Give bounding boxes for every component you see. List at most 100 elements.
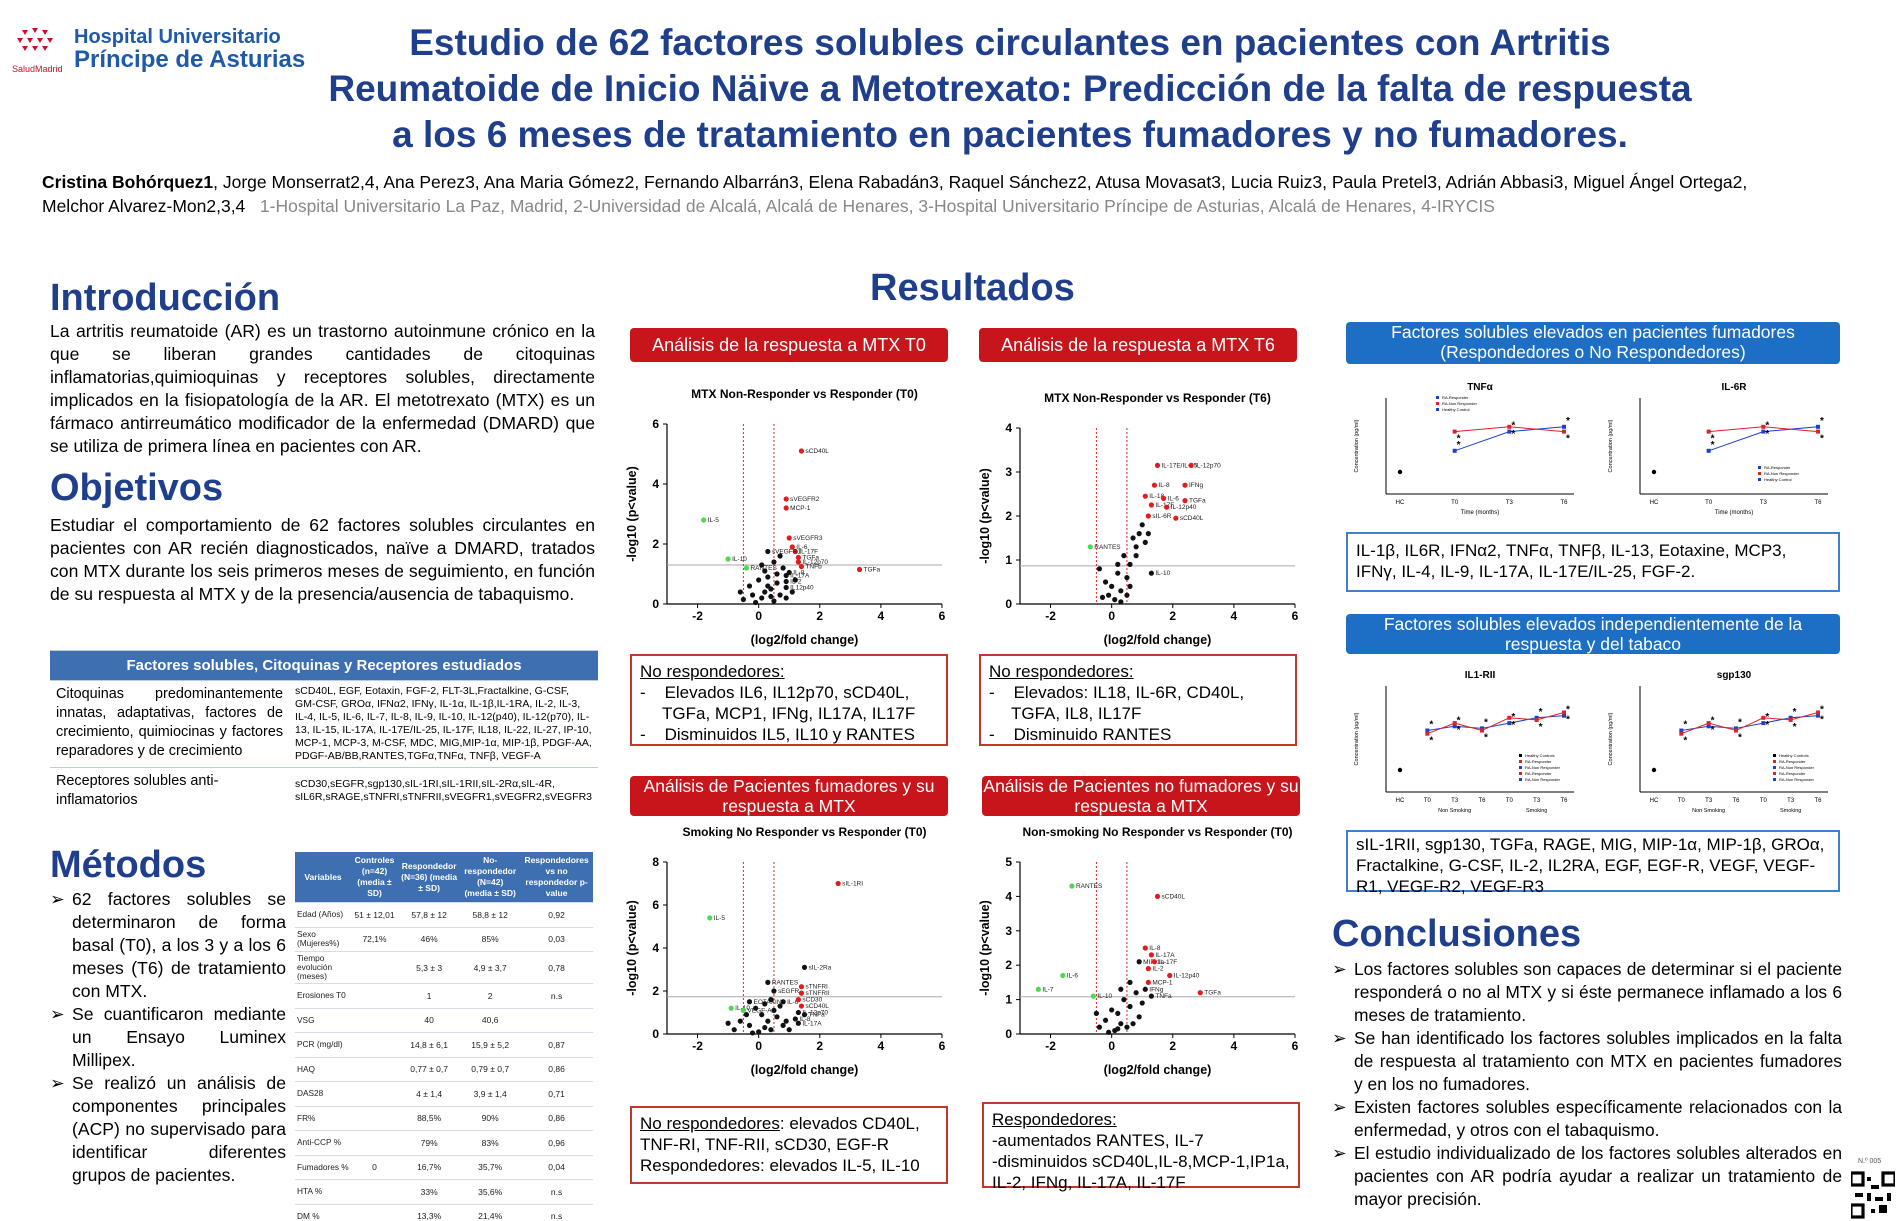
data-point [1109, 583, 1115, 589]
line-point [1507, 715, 1512, 720]
line-x-tick: HC [1650, 500, 1659, 506]
mtab-cell: 21,4% [460, 1203, 521, 1221]
data-point [1197, 990, 1203, 996]
data-point [1127, 979, 1133, 985]
point-label: sEGFR [778, 988, 800, 995]
y-tick-label: 4 [1005, 889, 1012, 903]
mtab-cell: 0,87 [520, 1032, 593, 1057]
data-point [746, 999, 753, 1005]
mtab-cell [351, 1056, 399, 1082]
data-point [1124, 1024, 1130, 1030]
x-tick-label: 2 [816, 1039, 823, 1053]
t6-results-title: No respondedores: [989, 662, 1134, 681]
point-label: IL-17A [1155, 952, 1175, 959]
y-axis-label: Concentration (pg/ml) [1608, 712, 1614, 765]
mtab-cell: Erosiones T0 [295, 983, 351, 1008]
significance-star: * [1765, 429, 1769, 440]
line-group-label: Non Smoking [1438, 808, 1471, 814]
data-point [1102, 579, 1109, 585]
data-point [1121, 997, 1127, 1003]
data-point [1173, 515, 1179, 521]
mtab-cell: DM % [295, 1203, 351, 1221]
data-point [795, 1009, 801, 1016]
data-point [1130, 535, 1136, 541]
significance-star: * [1566, 416, 1570, 427]
point-label: MCP-1 [790, 505, 811, 512]
data-point [1145, 531, 1151, 537]
y-tick-label: 4 [652, 477, 659, 491]
legend-swatch [1773, 778, 1776, 781]
point-label: IL-7 [1042, 986, 1054, 993]
mtab-row: Sexo (Mujeres%) 72,1% 46% 85% 0,03 [295, 926, 593, 952]
line-x-tick: T0 [1424, 798, 1432, 804]
line-point [1562, 710, 1566, 715]
data-point [749, 592, 756, 598]
significance-star: * [1711, 715, 1715, 726]
data-point [1093, 1010, 1099, 1016]
mtab-cell [351, 1032, 399, 1057]
line-x-tick: T0 [1760, 798, 1768, 804]
line-x-tick: T6 [1814, 500, 1822, 506]
point-label: sCD40L [1180, 515, 1204, 522]
mtab-cell: 0 [351, 1154, 399, 1180]
data-point [1118, 986, 1124, 992]
data-point [774, 1014, 780, 1020]
data-point [1087, 544, 1093, 550]
legend-swatch [1773, 772, 1776, 775]
mtab-cell: 0,04 [520, 1154, 593, 1180]
legend-label: RA-Non Responder [1442, 401, 1478, 406]
methods-heading: Métodos [50, 844, 207, 886]
point-label: RANTES [1094, 544, 1121, 551]
y-tick-label: 2 [1005, 509, 1012, 523]
legend-swatch [1519, 772, 1522, 775]
data-point [1106, 592, 1112, 598]
x-tick-label: -2 [692, 1039, 703, 1053]
mtab-row: PCR (mg/dl) 14,8 ± 6,1 15,9 ± 5,2 0,87 [295, 1032, 593, 1057]
line-point [1816, 429, 1820, 434]
mtab-cell [351, 1081, 399, 1106]
point-label: sTNFRI [805, 984, 828, 991]
t0-results-box: No respondedores: - Elevados IL6, IL12p7… [630, 654, 948, 746]
point-label: IFNg [1149, 986, 1163, 993]
line-point [1480, 728, 1484, 733]
mtab-header: Respondedor (N=36) (media ± SD) [398, 852, 461, 903]
point-label: MCP-1 [1152, 979, 1173, 986]
title-line2: Reumatoide de Inicio Näive a Metotrexato… [328, 68, 1692, 109]
legend-label: Healthy Control [1764, 477, 1792, 482]
line-point [1734, 726, 1738, 731]
other-authors: , Jorge Monserrat2,4, Ana Perez3, Ana Ma… [42, 172, 1748, 216]
point-label: IL-18 [1149, 493, 1164, 500]
mtab-cell: 5,3 ± 3 [398, 951, 461, 984]
legend-label: Healthy Controls [1779, 753, 1809, 758]
line-point [1452, 721, 1457, 726]
conclusion-bullet: Se han identificado los factores soluble… [1332, 1027, 1842, 1096]
data-point [1139, 522, 1145, 528]
significance-star: * [1457, 715, 1461, 726]
qr-code-icon [1851, 1171, 1895, 1219]
x-tick-label: -2 [1045, 1039, 1056, 1053]
mtab-row: Edad (Años) 51 ± 12,01 57,8 ± 12 58,8 ± 12 0… [295, 902, 593, 927]
methods-bullet: 62 factores solubles se determinaron de … [50, 888, 286, 1003]
data-point [783, 595, 789, 601]
line-point [1507, 424, 1512, 429]
nosmoke-box: Análisis de Pacientes no fumadores y su … [982, 776, 1300, 816]
significance-star: * [1820, 416, 1824, 427]
poster-number: N.º 005 [1858, 1158, 1882, 1165]
data-point [725, 556, 731, 562]
y-tick-label: 0 [652, 1027, 659, 1041]
x-tick-label: 4 [878, 1039, 885, 1053]
point-label: IL-12p40 [1174, 973, 1200, 980]
y-axis-label: -log10 (p<value) [625, 466, 639, 562]
y-tick-label: 3 [1005, 924, 1012, 938]
data-point [780, 999, 786, 1005]
line-point [1706, 429, 1711, 434]
smoke-results-line1: No respondedores: elevados CD40L, TNF-RI… [640, 1114, 920, 1154]
line-point [1761, 429, 1766, 434]
line-point [1706, 721, 1711, 726]
y-tick-label: 0 [1005, 1027, 1012, 1041]
methods-bullet: Se realizó un análisis de componentes pr… [50, 1072, 286, 1187]
mtab-cell: Edad (Años) [295, 902, 351, 927]
data-point [795, 554, 801, 561]
point-label: IL-6 [1168, 495, 1180, 502]
legend-label: RA-Responder [1779, 771, 1806, 776]
